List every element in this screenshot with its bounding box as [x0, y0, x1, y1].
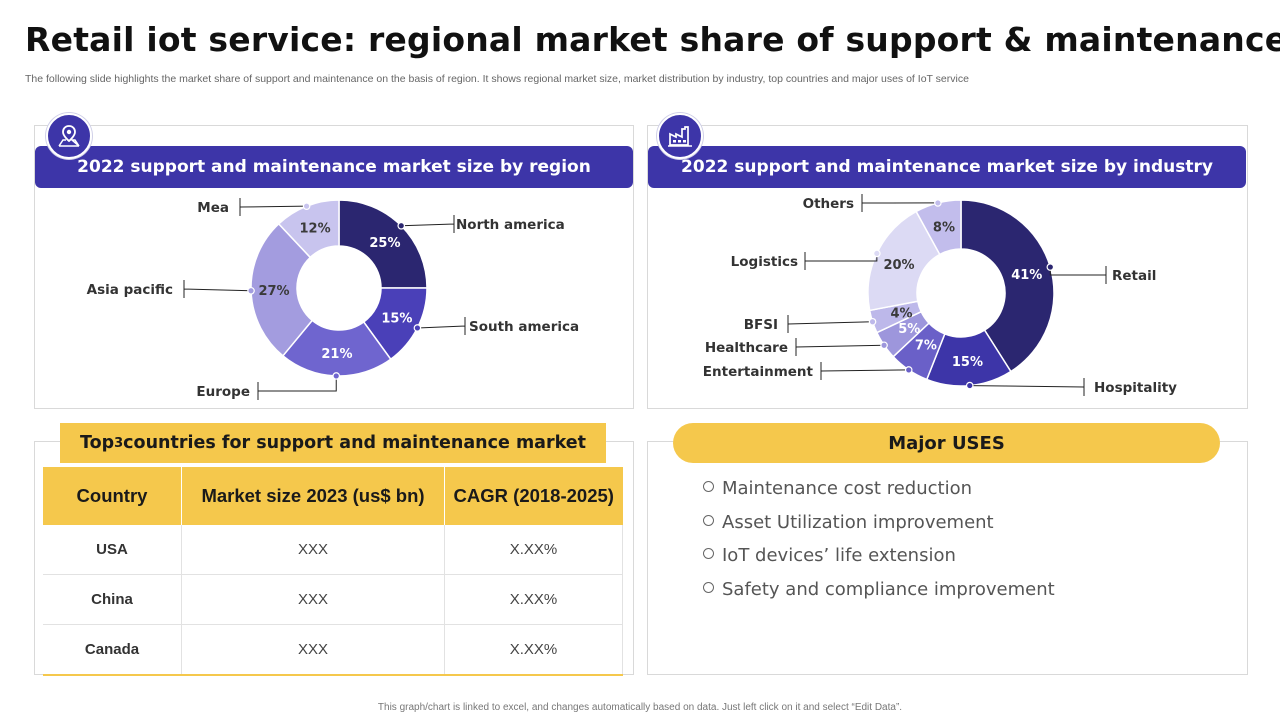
- use-item-label: Asset Utilization improvement: [722, 512, 994, 533]
- column-header-market-size: Market size 2023 (us$ bn): [181, 467, 445, 525]
- table-cell: China: [43, 574, 182, 625]
- use-item: Asset Utilization improvement: [703, 512, 994, 533]
- countries-title-suffix: countries for support and maintenance ma…: [123, 433, 587, 453]
- region-leader-line-asia-pacific: [183, 280, 252, 298]
- region-leader-dot-asia-pacific: [247, 286, 255, 295]
- table-row: China XXX X.XX%: [43, 574, 623, 625]
- region-leader-dot-south-america: [413, 324, 422, 332]
- table-row: Canada XXX X.XX%: [43, 624, 623, 676]
- countries-title-prefix: Top: [79, 433, 115, 453]
- table-header-row: Country Market size 2023 (us$ bn) CAGR (…: [43, 467, 623, 525]
- region-leader-dot-europe: [332, 372, 341, 380]
- countries-title-number: 3: [114, 435, 124, 451]
- industry-leader-dot-healthcare: [880, 341, 888, 350]
- table-cell: X.XX%: [444, 574, 623, 625]
- industry-leader-line-healthcare: [795, 338, 885, 356]
- industry-leader-line-others: [861, 194, 938, 212]
- use-item: Safety and compliance improvement: [703, 579, 1055, 600]
- region-category-label-north-america: North america: [456, 217, 565, 233]
- industry-leader-line-hospitality: [969, 378, 1085, 396]
- circle-bullet-icon: [703, 515, 714, 526]
- industry-leader-dot-others: [934, 199, 942, 207]
- major-uses-panel: [647, 441, 1248, 675]
- region-leader-dot-mea: [302, 202, 311, 210]
- region-value-label-north-america: 25%: [369, 236, 400, 251]
- region-slice-mea: [277, 199, 340, 259]
- table-cell: X.XX%: [444, 624, 623, 676]
- region-category-label-south-america: South america: [469, 319, 579, 335]
- industry-category-label-others: Others: [803, 196, 854, 212]
- use-item-label: IoT devices’ life extension: [722, 545, 956, 566]
- region-slice-north-america: [338, 199, 428, 289]
- use-item-label: Maintenance cost reduction: [722, 478, 972, 499]
- region-value-label-south-america: 15%: [381, 312, 412, 327]
- industry-category-label-logistics: Logistics: [731, 254, 798, 270]
- column-header-country: Country: [43, 467, 182, 525]
- industry-leader-dot-logistics: [873, 249, 881, 258]
- industry-leader-line-retail: [1049, 266, 1107, 284]
- industry-category-label-healthcare: Healthcare: [705, 340, 788, 356]
- industry-category-label-bfsi: BFSI: [744, 317, 778, 333]
- industry-category-label-retail: Retail: [1112, 268, 1156, 284]
- region-leader-line-mea: [239, 198, 307, 216]
- circle-bullet-icon: [703, 548, 714, 559]
- industry-category-label-entertainment: Entertainment: [703, 364, 814, 380]
- industry-chart-title: 2022 support and maintenance market size…: [648, 146, 1246, 188]
- region-leader-line-north-america: [401, 215, 455, 233]
- map-pin-icon: [46, 113, 92, 159]
- region-value-label-mea: 12%: [300, 222, 331, 237]
- region-category-label-europe: Europe: [196, 384, 250, 400]
- table-cell: XXX: [181, 574, 445, 625]
- industry-leader-line-entertainment: [820, 362, 909, 380]
- industry-leader-line-logistics: [804, 252, 878, 270]
- region-leader-dot-north-america: [397, 221, 406, 230]
- industry-donut-chart: 41% 15% 7% 5%4% 20% 8% Retail Hospitality Enter…: [703, 194, 1177, 396]
- region-category-label-asia-pacific: Asia pacific: [87, 282, 173, 298]
- table-cell: X.XX%: [444, 525, 623, 575]
- region-value-label-asia-pacific: 27%: [258, 284, 289, 299]
- industry-value-label-retail: 41%: [1011, 268, 1042, 283]
- table-cell: XXX: [181, 624, 445, 676]
- table-row: USA XXX X.XX%: [43, 525, 623, 575]
- industry-leader-line-bfsi: [787, 315, 873, 333]
- industry-value-label-others: 8%: [933, 221, 955, 236]
- factory-icon: [657, 113, 703, 159]
- table-cell: USA: [43, 525, 182, 575]
- industry-leader-dot-retail: [1046, 263, 1055, 271]
- major-uses-title: Major USES: [673, 423, 1220, 463]
- column-header-cagr: CAGR (2018-2025): [444, 467, 623, 525]
- region-slice-asia-pacific: [250, 222, 314, 357]
- industry-leader-dot-hospitality: [965, 381, 974, 390]
- table-cell: Canada: [43, 624, 182, 676]
- countries-table-title: Top 3 countries for support and maintena…: [60, 423, 606, 463]
- region-leader-line-south-america: [417, 317, 466, 335]
- industry-slice-retail: [960, 199, 1055, 373]
- region-value-label-europe: 21%: [321, 347, 352, 362]
- industry-value-label-entertainment: 7%: [915, 339, 937, 354]
- region-leader-line-europe: [257, 375, 337, 400]
- industry-value-label-healthcare: 5%: [898, 322, 920, 337]
- use-item-label: Safety and compliance improvement: [722, 579, 1055, 600]
- region-chart-title: 2022 support and maintenance market size…: [35, 146, 633, 188]
- countries-table: Country Market size 2023 (us$ bn) CAGR (…: [43, 467, 623, 676]
- use-item: IoT devices’ life extension: [703, 545, 956, 566]
- page-title: Retail iot service: regional market shar…: [25, 20, 1280, 59]
- industry-category-label-hospitality: Hospitality: [1094, 380, 1177, 396]
- use-item: Maintenance cost reduction: [703, 478, 972, 499]
- table-cell: XXX: [181, 525, 445, 575]
- industry-value-label-bfsi: 4%: [891, 306, 913, 321]
- industry-leader-dot-entertainment: [904, 366, 913, 374]
- industry-leader-dot-bfsi: [868, 317, 877, 326]
- circle-bullet-icon: [703, 582, 714, 593]
- industry-slice-others: [915, 199, 962, 256]
- circle-bullet-icon: [703, 481, 714, 492]
- industry-value-label-hospitality: 15%: [952, 355, 983, 370]
- region-donut-chart: 25% 15% 21% 27% 12% North america South ameri…: [87, 198, 579, 400]
- region-category-label-mea: Mea: [197, 200, 229, 216]
- industry-value-label-logistics: 20%: [883, 258, 914, 273]
- page-subtitle: The following slide highlights the marke…: [25, 73, 969, 85]
- footer-note: This graph/chart is linked to excel, and…: [377, 702, 903, 713]
